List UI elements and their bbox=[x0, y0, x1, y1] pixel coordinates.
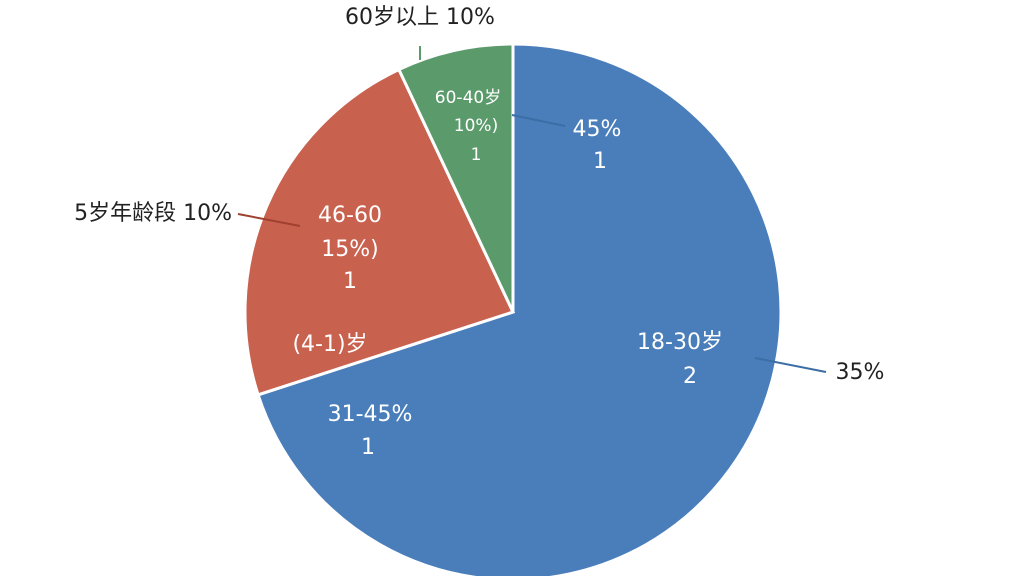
annotation: 60岁以上 10% bbox=[345, 5, 495, 30]
annotation: 31-45% bbox=[328, 402, 413, 427]
annotation: 46-60 bbox=[318, 203, 382, 228]
annotation: 10%) bbox=[454, 116, 498, 136]
pie-slice bbox=[396, 42, 515, 313]
annotation: 5岁年龄段 10% bbox=[74, 201, 232, 226]
annotation: (4-1)岁 bbox=[292, 332, 367, 357]
annotation: 35% bbox=[836, 360, 885, 385]
annotation: 1 bbox=[361, 435, 375, 460]
annotation: 1 bbox=[471, 145, 482, 165]
annotation: 45% bbox=[573, 117, 622, 142]
leader-line bbox=[754, 357, 827, 373]
pie-slice bbox=[256, 42, 783, 576]
annotation: 15%) bbox=[321, 237, 378, 262]
pie-slice bbox=[243, 67, 516, 397]
leader-line bbox=[511, 114, 566, 127]
annotation: 60-40岁 bbox=[435, 88, 501, 108]
leader-line bbox=[237, 213, 301, 227]
annotation: 18-30岁 bbox=[637, 330, 723, 355]
annotation: 2 bbox=[683, 364, 697, 389]
annotation: 1 bbox=[343, 269, 357, 294]
pie bbox=[243, 42, 783, 576]
annotation: 1 bbox=[593, 149, 607, 174]
